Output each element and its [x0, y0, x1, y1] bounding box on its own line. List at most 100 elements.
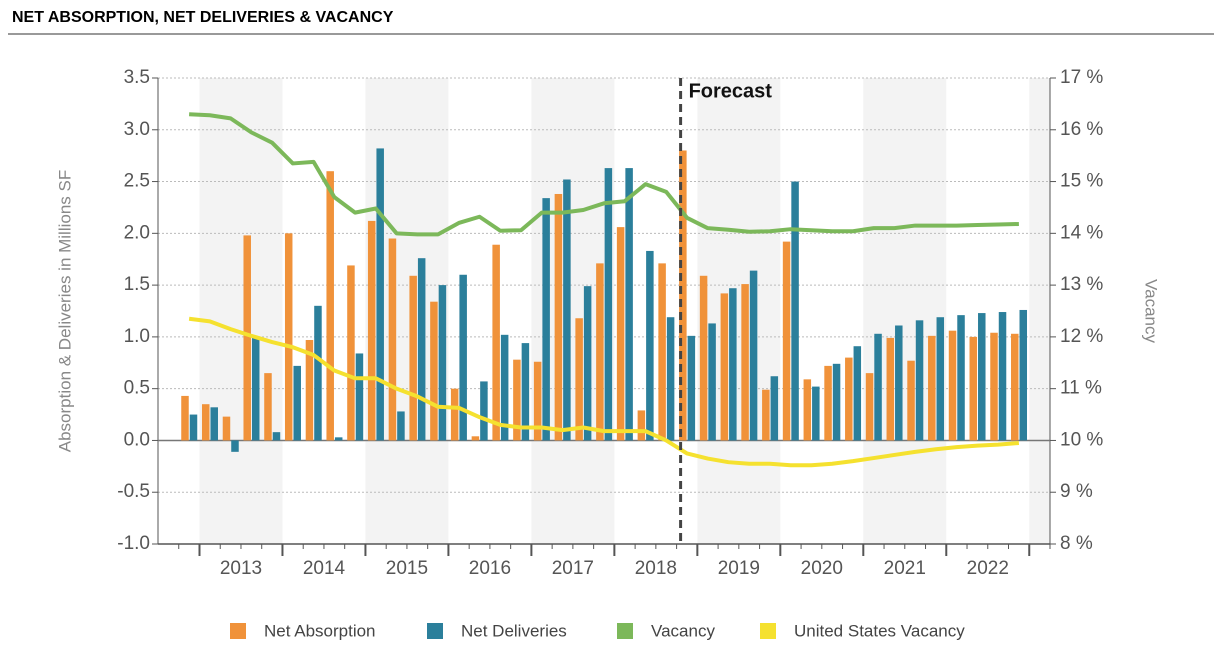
legend-label: Net Deliveries — [461, 621, 567, 640]
bar — [782, 241, 791, 441]
bar — [210, 407, 218, 441]
x-tick-label: 2017 — [552, 558, 594, 579]
y-axis-label: Absorption & Deliveries in Millions SF — [55, 170, 74, 453]
bar — [812, 386, 820, 441]
y2-tick-label: 9 % — [1060, 481, 1093, 502]
legend-swatch — [617, 623, 633, 639]
bar — [637, 410, 646, 441]
y-tick-label: 3.0 — [124, 119, 150, 140]
legend-swatch — [760, 623, 776, 639]
bar — [355, 353, 364, 441]
bar — [625, 168, 633, 441]
line — [188, 316, 1020, 468]
y2-tick-label: 11 % — [1060, 378, 1102, 399]
bar — [284, 233, 293, 441]
bar — [438, 285, 447, 441]
x-tick-label: 2021 — [884, 558, 926, 579]
bar — [853, 346, 862, 441]
legend-label: Net Absorption — [264, 621, 376, 640]
y-tick-label: 0.0 — [124, 429, 150, 450]
y2-tick-label: 17 % — [1060, 67, 1103, 88]
bar — [471, 436, 480, 441]
bar — [646, 250, 654, 441]
bar — [264, 373, 272, 441]
bar — [1011, 333, 1019, 441]
bar — [326, 171, 334, 441]
legend-label: United States Vacancy — [794, 621, 965, 640]
bar — [492, 244, 500, 441]
bar — [886, 337, 895, 441]
x-tick-label: 2014 — [303, 558, 346, 579]
y2-tick-label: 10 % — [1060, 429, 1103, 450]
chart-title: NET ABSORPTION, NET DELIVERIES & VACANCY — [12, 9, 394, 26]
bar — [957, 315, 965, 441]
bar — [915, 320, 924, 441]
bar — [845, 357, 853, 441]
legend-swatch — [230, 623, 246, 639]
bar — [314, 305, 322, 441]
x-tick-label: 2013 — [220, 558, 262, 579]
bar — [687, 335, 696, 441]
bar — [272, 432, 281, 441]
bar — [658, 263, 666, 441]
bar — [803, 379, 812, 441]
bar — [347, 265, 355, 441]
bar — [334, 437, 343, 441]
bar — [990, 332, 998, 441]
y2-axis-label: Vacancy — [1142, 279, 1161, 343]
y-tick-label: 2.5 — [124, 171, 150, 192]
bar — [293, 365, 301, 441]
bar — [521, 343, 530, 441]
bar — [616, 227, 625, 441]
bar — [575, 318, 583, 441]
bar — [222, 416, 231, 441]
bar — [181, 395, 189, 441]
y-tick-label: 3.5 — [124, 67, 150, 88]
x-tick-label: 2018 — [635, 558, 677, 579]
bar — [770, 376, 779, 441]
bar — [251, 337, 260, 441]
bar — [874, 333, 882, 441]
bar — [791, 181, 799, 441]
bar — [978, 313, 986, 441]
year-band — [199, 78, 283, 544]
y2-tick-label: 8 % — [1060, 533, 1093, 554]
bar — [936, 317, 945, 441]
bar — [243, 235, 251, 441]
bar — [231, 440, 239, 452]
year-band — [697, 78, 781, 544]
bar — [513, 359, 521, 441]
pad-band — [1029, 78, 1050, 544]
bar — [596, 263, 604, 441]
y-tick-label: 0.5 — [124, 378, 150, 399]
y2-tick-label: 13 % — [1060, 274, 1103, 295]
bar — [699, 275, 708, 441]
x-tick-label: 2022 — [967, 558, 1009, 579]
bar — [500, 334, 509, 441]
bar — [741, 284, 749, 441]
bar — [542, 198, 550, 441]
bar — [824, 365, 832, 441]
bar — [409, 275, 417, 441]
bar — [397, 411, 405, 441]
bar — [480, 381, 488, 441]
legend-label: Vacancy — [651, 621, 715, 640]
bar — [533, 361, 542, 441]
y2-tick-label: 15 % — [1060, 171, 1103, 192]
y-tick-label: 1.0 — [124, 326, 150, 347]
x-tick-label: 2016 — [469, 558, 511, 579]
bar — [708, 323, 716, 441]
bar — [604, 168, 613, 441]
x-tick-label: 2020 — [801, 558, 843, 579]
y2-tick-label: 14 % — [1060, 222, 1103, 243]
bar — [679, 150, 687, 441]
bar — [305, 339, 314, 441]
bar — [666, 317, 675, 441]
bar — [720, 293, 729, 441]
y-tick-label: 1.5 — [124, 274, 150, 295]
year-band — [863, 78, 947, 544]
bar — [749, 270, 758, 441]
bar — [189, 414, 198, 441]
bar — [948, 330, 957, 441]
bar — [895, 325, 903, 441]
